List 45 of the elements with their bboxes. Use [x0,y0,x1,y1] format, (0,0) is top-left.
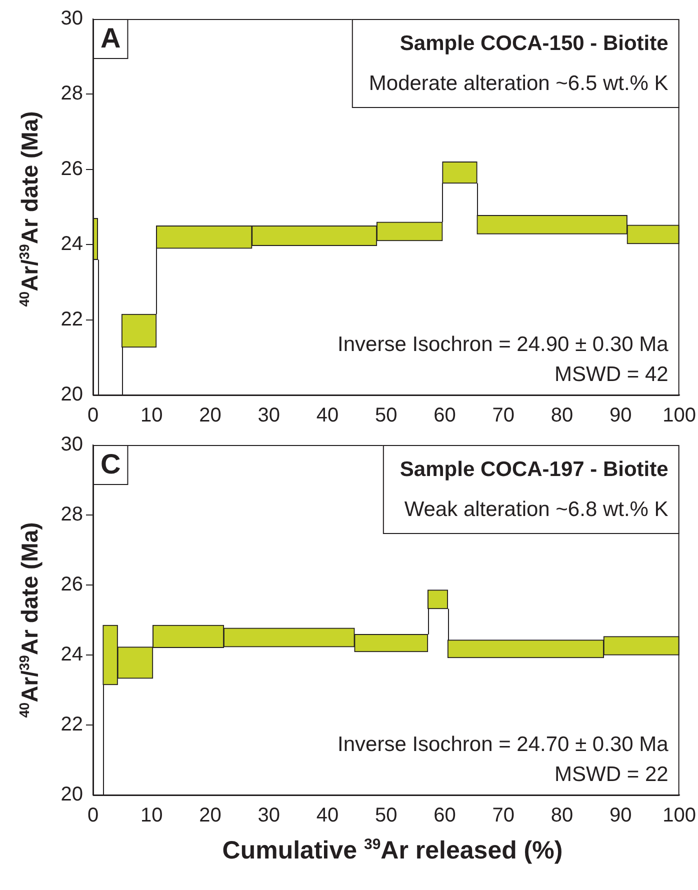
x-tick-label: 60 [434,804,456,827]
x-tick-label: 70 [492,804,515,827]
x-tick-label: 10 [140,804,163,827]
x-tick-label: 20 [199,804,222,827]
x-tick-label: 60 [434,404,456,427]
y-tick-label: 24 [60,233,83,256]
y-tick-label: 26 [60,574,83,596]
x-tick-label: 80 [550,804,574,827]
text: Moderate alteration ~6.5 wt.% K [368,72,668,95]
x-tick-label: 10 [140,404,163,427]
y-tick-label: 30 [60,434,83,456]
annotation: C [100,448,121,480]
x-axis-title: Cumulative $^{39}$Ar released (%) [221,836,564,866]
x-tick-label: 50 [375,404,398,427]
y-tick-label: 22 [60,308,83,330]
x-tick-label: 70 [492,404,515,427]
x-tick-label: 90 [610,804,632,827]
y-tick-label: 26 [60,158,83,180]
x-tick-label: 100 [662,404,696,427]
annotation: A [100,22,121,54]
annotation: MSWD = 42 [554,362,668,386]
text: Sample COCA-197 - Biotite [400,458,668,481]
annotation: MSWD = 22 [554,762,668,786]
x-tick-label: 90 [610,404,632,427]
annotation: Inverse Isochron = 24.70 ± 0.30 Ma [338,732,669,756]
y-tick-label: 28 [60,82,83,105]
x-tick-label: 40 [316,804,339,827]
annotation: Inverse Isochron = 24.90 ± 0.30 Ma [338,332,669,356]
x-tick-label: 30 [258,404,280,427]
x-tick-label: 20 [199,404,222,427]
x-tick-label: 100 [662,804,696,827]
y-tick-label: 20 [60,784,83,806]
x-tick-label: 0 [87,404,99,427]
x-tick-label: 30 [258,804,280,827]
x-tick-label: 80 [550,404,574,427]
y-tick-label: 24 [60,644,83,666]
x-tick-label: 0 [87,804,99,827]
y-tick-label: 30 [60,8,83,30]
text: Weak alteration ~6.8 wt.% K [404,498,668,521]
x-tick-label: 40 [316,404,339,427]
y-tick-label: 28 [60,504,83,526]
x-tick-label: 50 [375,804,398,827]
y-tick-label: 20 [60,384,83,406]
text: Sample COCA-150 - Biotite [400,32,668,55]
y-tick-label: 22 [60,714,83,736]
